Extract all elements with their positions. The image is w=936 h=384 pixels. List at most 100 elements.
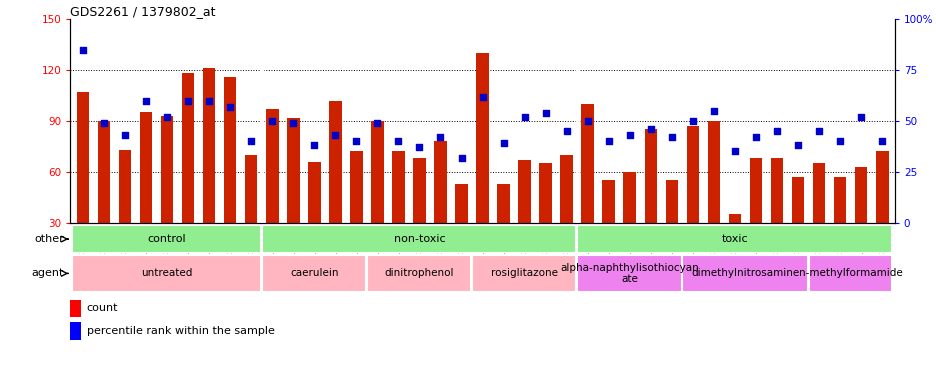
Text: alpha-naphthylisothiocyan
ate: alpha-naphthylisothiocyan ate (560, 263, 698, 284)
Text: agent: agent (32, 268, 64, 278)
Bar (518, 160, 531, 273)
Point (748, 134, 763, 140)
Bar (560, 155, 573, 273)
Text: caerulein: caerulein (290, 268, 338, 278)
Text: toxic: toxic (721, 234, 748, 244)
Bar (808, 255, 891, 292)
Bar (791, 177, 803, 273)
Bar (854, 167, 867, 273)
Point (537, 110, 552, 116)
Text: n-methylformamide: n-methylformamide (797, 268, 901, 278)
Text: count: count (87, 303, 118, 313)
Point (706, 108, 721, 114)
Bar (329, 101, 342, 273)
Bar (728, 214, 740, 273)
Point (243, 138, 258, 144)
Bar (577, 255, 680, 292)
Point (159, 114, 174, 120)
Point (495, 140, 510, 146)
Point (874, 138, 889, 144)
Point (601, 138, 616, 144)
Point (475, 93, 490, 99)
Point (348, 138, 363, 144)
Bar (182, 73, 194, 273)
Point (139, 98, 154, 104)
Point (684, 118, 699, 124)
Bar (749, 158, 762, 273)
Point (664, 134, 679, 140)
Point (559, 128, 574, 134)
Bar (455, 184, 467, 273)
Text: rosiglitazone: rosiglitazone (490, 268, 558, 278)
Point (181, 98, 196, 104)
Point (201, 98, 216, 104)
Point (223, 104, 238, 110)
Bar (577, 225, 891, 253)
Point (285, 120, 300, 126)
Point (96, 120, 111, 126)
Point (579, 118, 594, 124)
Text: dinitrophenol: dinitrophenol (385, 268, 454, 278)
Text: other: other (35, 234, 64, 244)
Bar (475, 53, 489, 273)
Bar (622, 172, 636, 273)
Bar (244, 155, 257, 273)
Bar (308, 162, 320, 273)
Point (643, 126, 658, 132)
Bar (261, 225, 576, 253)
Bar (581, 104, 593, 273)
Point (811, 128, 826, 134)
Bar (644, 129, 656, 273)
Point (117, 132, 132, 138)
Bar (472, 255, 576, 292)
Bar (139, 113, 153, 273)
Text: dimethylnitrosamine: dimethylnitrosamine (691, 268, 798, 278)
Point (75, 47, 90, 53)
Bar (833, 177, 845, 273)
Point (622, 132, 636, 138)
Bar (770, 158, 782, 273)
Bar (261, 255, 366, 292)
Point (832, 138, 847, 144)
Bar (97, 121, 110, 273)
Bar (202, 68, 215, 273)
Bar (367, 255, 471, 292)
Bar (119, 150, 131, 273)
Point (517, 114, 532, 120)
Point (328, 132, 343, 138)
Bar (224, 77, 236, 273)
Text: GDS2261 / 1379802_at: GDS2261 / 1379802_at (70, 5, 215, 18)
Point (454, 154, 469, 161)
Point (370, 120, 385, 126)
Bar (77, 92, 89, 273)
Bar (371, 121, 383, 273)
Point (853, 114, 868, 120)
Bar (875, 152, 887, 273)
Bar (681, 255, 807, 292)
Bar (286, 118, 300, 273)
Bar (497, 184, 509, 273)
Bar (539, 163, 551, 273)
Text: control: control (148, 234, 186, 244)
Text: percentile rank within the sample: percentile rank within the sample (87, 326, 274, 336)
Bar (433, 141, 446, 273)
Bar (70, 300, 80, 317)
Bar (391, 152, 404, 273)
Text: non-toxic: non-toxic (393, 234, 445, 244)
Point (432, 134, 447, 140)
Bar (812, 163, 825, 273)
Point (790, 142, 805, 149)
Point (412, 144, 427, 151)
Bar (161, 116, 173, 273)
Bar (665, 180, 678, 273)
Point (306, 142, 321, 149)
Bar (707, 121, 720, 273)
Text: untreated: untreated (141, 268, 193, 278)
Point (768, 128, 783, 134)
Bar (413, 158, 425, 273)
Bar (686, 126, 698, 273)
Point (726, 149, 741, 155)
Point (390, 138, 405, 144)
Bar (266, 109, 278, 273)
Bar (602, 180, 614, 273)
